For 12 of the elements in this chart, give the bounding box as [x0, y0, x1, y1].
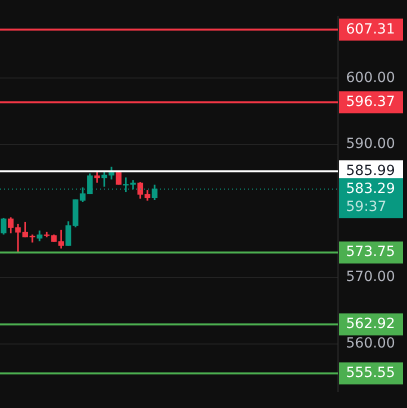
ref-line-label: 583.29	[346, 180, 396, 197]
y-tick-label: 590.00	[346, 136, 396, 152]
ref-line-label: 562.92	[346, 316, 396, 332]
y-tick-label: 560.00	[346, 335, 396, 352]
y-tick-label: 600.00	[346, 70, 396, 86]
text: 59:37	[346, 198, 386, 215]
ref-line-label: 555.55	[346, 364, 396, 381]
ref-line-label: 607.31	[346, 21, 396, 38]
ref-line-label: 596.37	[346, 94, 396, 110]
ref-line-label: 585.99	[346, 162, 396, 179]
y-tick-label: 570.00	[346, 269, 396, 286]
ref-line-label: 573.75	[346, 244, 396, 260]
